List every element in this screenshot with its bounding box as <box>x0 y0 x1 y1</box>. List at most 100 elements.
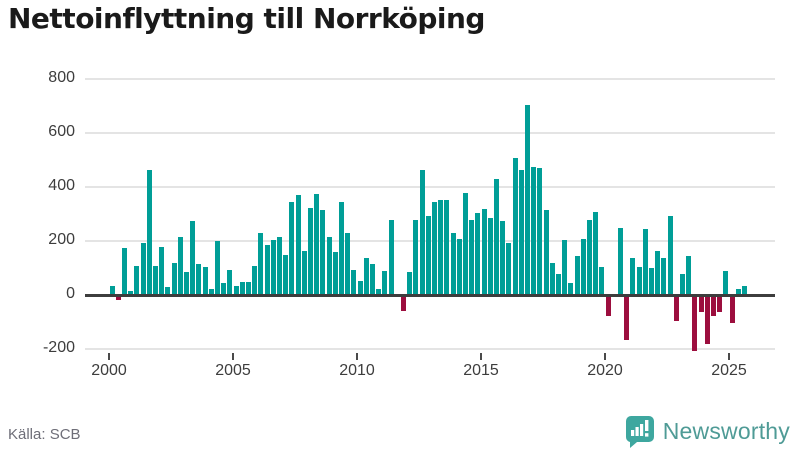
x-axis-tick-2010 <box>356 353 358 360</box>
gridline-y-600 <box>85 132 775 134</box>
bar-2001-q4 <box>152 265 158 294</box>
y-axis-label-800: 800 <box>48 69 75 86</box>
bar-2008-q4 <box>326 237 332 294</box>
bar-2010-q1 <box>357 280 363 294</box>
bar-2007-q4 <box>301 250 307 294</box>
zero-axis-line <box>85 293 775 297</box>
bar-2001-q1 <box>134 265 140 294</box>
x-axis-label-2025: 2025 <box>711 362 747 379</box>
bar-2006-q1 <box>258 233 264 294</box>
bar-2002-q4 <box>177 237 183 294</box>
x-axis-label-2000: 2000 <box>91 362 127 379</box>
bar-2019-q2 <box>586 219 592 294</box>
bar-2007-q2 <box>289 202 295 294</box>
bar-2006-q4 <box>276 237 282 294</box>
bar-2021-q3 <box>642 229 648 294</box>
x-axis-tick-2025 <box>728 353 730 360</box>
bar-2018-q2 <box>562 240 568 294</box>
bar-2016-q2 <box>512 157 518 294</box>
bar-2009-q1 <box>332 252 338 294</box>
bar-2004-q1 <box>208 288 214 294</box>
y-axis-label-0: 0 <box>66 285 75 302</box>
bar-2012-q1 <box>407 272 413 294</box>
bar-2014-q2 <box>462 192 468 294</box>
bar-2006-q2 <box>264 245 270 294</box>
bar-2000-q3 <box>121 248 127 294</box>
y-axis-label-200: 200 <box>48 231 75 248</box>
bar-2009-q3 <box>345 233 351 294</box>
bar-2019-q4 <box>599 267 605 294</box>
bar-2022-q1 <box>655 250 661 294</box>
y-axis-label-600: 600 <box>48 123 75 140</box>
bar-2008-q3 <box>320 210 326 294</box>
bar-2020-q3 <box>617 227 623 294</box>
bar-2003-q3 <box>196 264 202 294</box>
bar-2006-q3 <box>270 240 276 294</box>
bar-2007-q3 <box>295 195 301 294</box>
bar-2015-q1 <box>481 208 487 294</box>
bar-2005-q3 <box>245 281 251 294</box>
bar-2019-q1 <box>580 238 586 294</box>
bar-2008-q1 <box>307 207 313 294</box>
bar-2019-q3 <box>593 211 599 294</box>
bar-2023-q1 <box>679 273 685 294</box>
bar-2024-q3 <box>717 297 723 312</box>
bar-2003-q4 <box>202 267 208 294</box>
source-attribution: Källa: SCB <box>8 426 81 443</box>
bar-2002-q1 <box>159 246 165 294</box>
bar-2007-q1 <box>283 254 289 294</box>
bar-2025-q3 <box>741 285 747 294</box>
newsworthy-logo[interactable]: Newsworthy <box>625 414 790 448</box>
bar-2020-q4 <box>624 297 630 341</box>
newsworthy-chart-bubble-icon <box>625 415 654 448</box>
bar-2024-q2 <box>710 297 716 316</box>
bar-2022-q4 <box>673 297 679 322</box>
bar-2003-q2 <box>190 221 196 294</box>
bar-2009-q2 <box>338 202 344 294</box>
bar-2012-q4 <box>425 215 431 294</box>
bar-2010-q4 <box>376 288 382 294</box>
bar-2004-q2 <box>214 241 220 294</box>
bar-2002-q2 <box>165 287 171 294</box>
bar-2022-q2 <box>661 257 667 294</box>
bar-2011-q1 <box>382 271 388 294</box>
bar-2002-q3 <box>171 262 177 294</box>
bar-2000-q4 <box>128 291 134 294</box>
bar-2025-q1 <box>729 297 735 323</box>
y-axis-label--200: -200 <box>42 339 75 356</box>
newsworthy-wordmark: Newsworthy <box>662 417 790 444</box>
bar-2018-q3 <box>568 283 574 294</box>
x-axis-tick-2015 <box>480 353 482 360</box>
bar-2024-q1 <box>704 297 710 345</box>
bar-2017-q1 <box>531 167 537 294</box>
bar-2005-q4 <box>252 265 258 294</box>
bar-2011-q2 <box>388 219 394 294</box>
bar-2005-q2 <box>239 281 245 294</box>
x-axis-tick-2000 <box>108 353 110 360</box>
y-axis-label-400: 400 <box>48 177 75 194</box>
bar-2010-q2 <box>363 257 369 294</box>
bar-2014-q4 <box>475 213 481 294</box>
bar-chart-plot-area: 800 600 400 200 0 -200 2000 2005 2010 2015 2020 202… <box>42 69 775 379</box>
bar-2018-q1 <box>555 273 561 294</box>
bar-2018-q4 <box>574 256 580 294</box>
gridline-y-800 <box>85 78 775 80</box>
bar-2016-q1 <box>506 242 512 294</box>
bar-2013-q1 <box>431 202 437 294</box>
bar-2023-q3 <box>692 297 698 351</box>
bar-2013-q4 <box>450 233 456 294</box>
bar-2003-q1 <box>183 272 189 294</box>
bar-2005-q1 <box>233 285 239 294</box>
x-axis-label-2020: 2020 <box>587 362 623 379</box>
gridline-y--200 <box>85 348 775 350</box>
bar-2022-q3 <box>667 215 673 294</box>
bar-2014-q1 <box>456 238 462 294</box>
x-axis-tick-2005 <box>232 353 234 360</box>
x-axis-label-2015: 2015 <box>463 362 499 379</box>
x-axis-label-2010: 2010 <box>339 362 375 379</box>
gridline-y-400 <box>85 186 775 188</box>
bar-2010-q3 <box>369 264 375 294</box>
bar-2014-q3 <box>469 219 475 294</box>
bar-2011-q4 <box>400 297 406 311</box>
bar-2000-q2 <box>115 297 121 300</box>
